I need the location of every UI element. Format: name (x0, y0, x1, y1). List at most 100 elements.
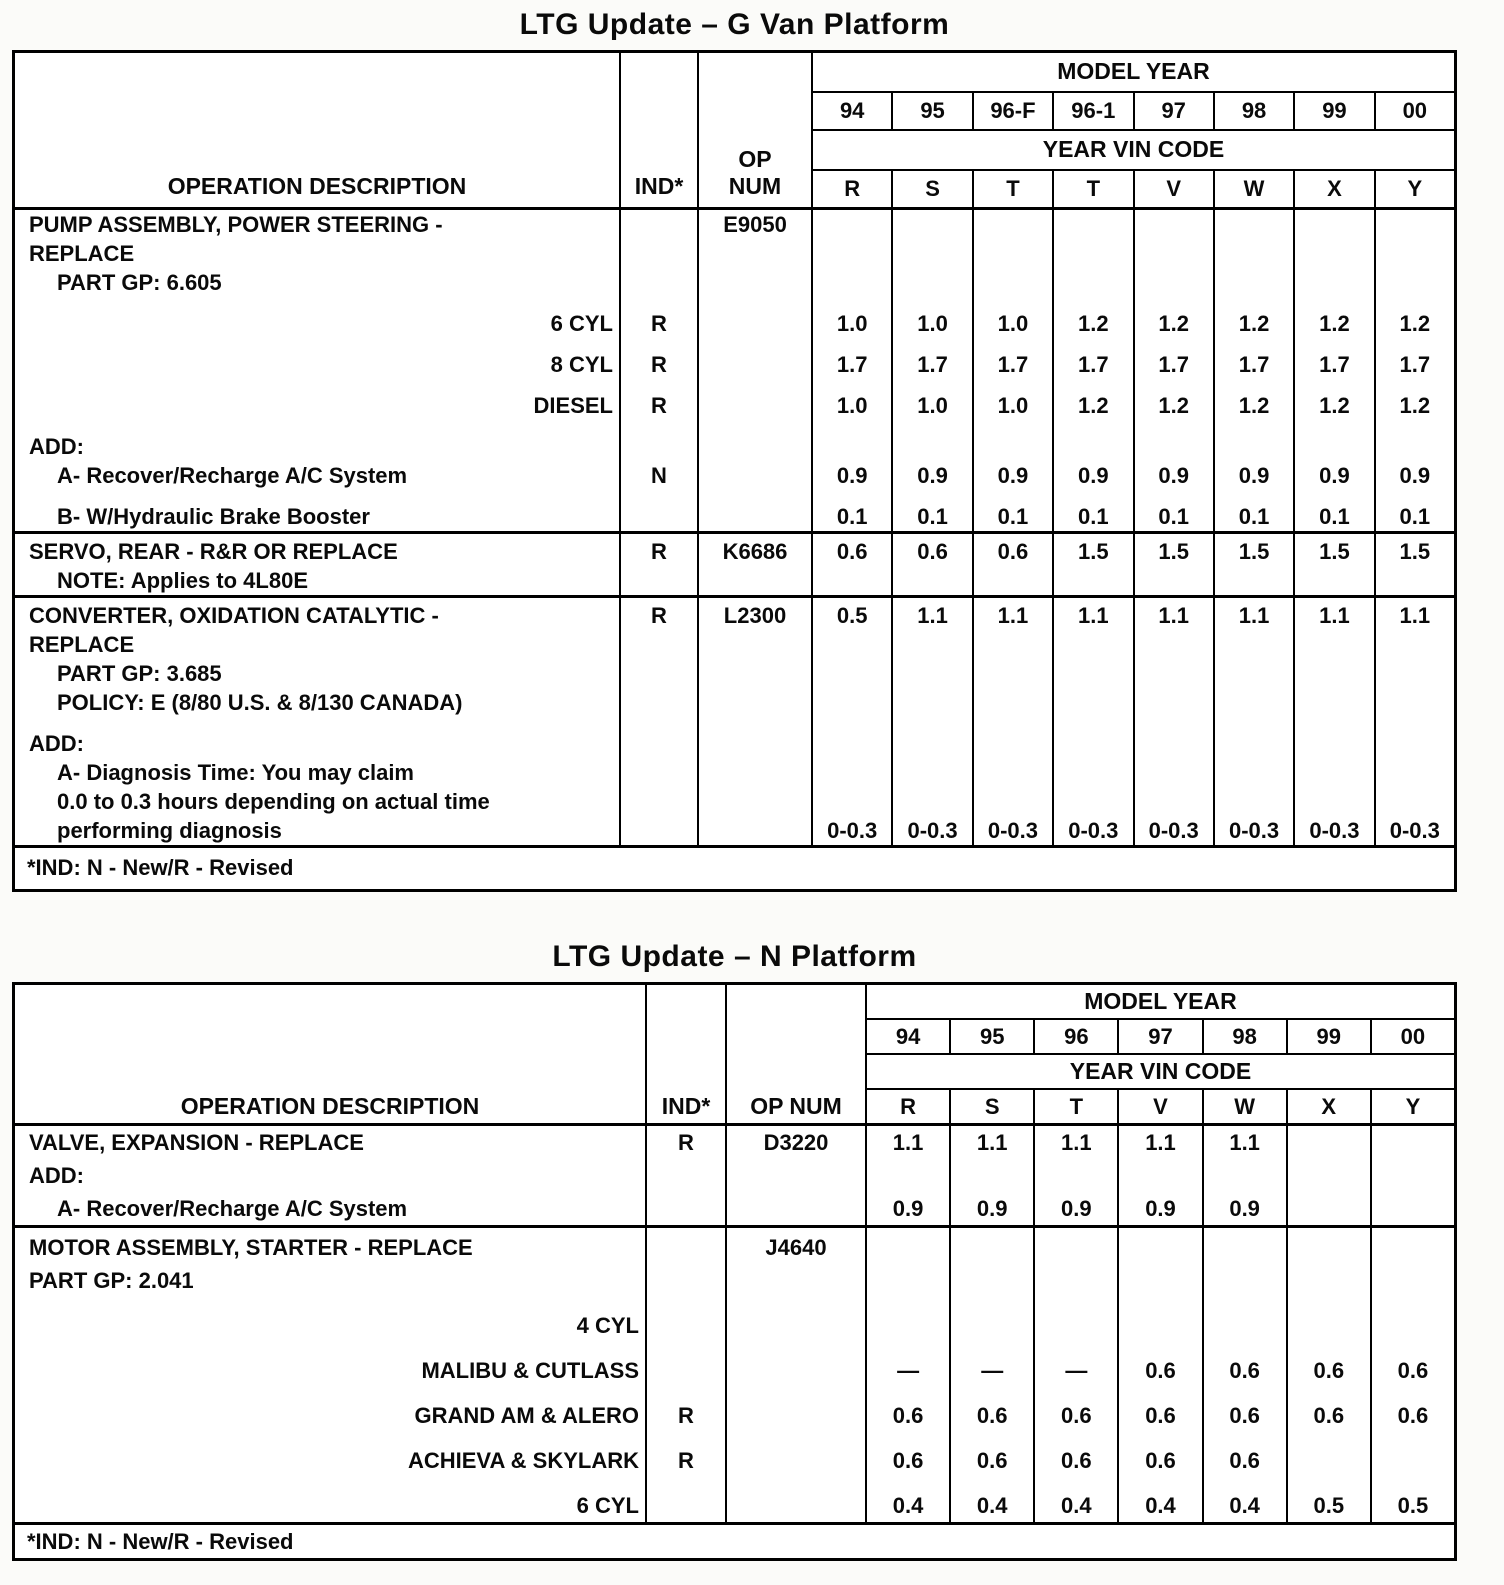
year-header-cell: 99 (1285, 1020, 1370, 1055)
ind-cell (645, 1225, 725, 1264)
vin-header-cell: S (891, 171, 972, 210)
value-cell (1293, 717, 1373, 758)
ind-cell (645, 1477, 725, 1522)
value-cell (1373, 420, 1454, 461)
value-cell: 0.9 (811, 461, 891, 490)
value-cell (1201, 1225, 1286, 1264)
value-cell (1285, 1297, 1370, 1342)
op-num-cell (725, 1477, 865, 1522)
vin-header-cell: V (1117, 1090, 1202, 1126)
op-description-cell: performing diagnosis (57, 818, 282, 843)
value-cell: 0.4 (949, 1477, 1033, 1522)
op-description-cell: CONVERTER, OXIDATION CATALYTIC - (15, 595, 619, 630)
op-description-cell: B- W/Hydraulic Brake Booster (57, 504, 370, 529)
ind-cell: R (645, 1432, 725, 1477)
year-header-cell: 94 (865, 1020, 950, 1055)
op-num-cell (725, 1192, 865, 1225)
value-cell: 1.1 (949, 1126, 1033, 1159)
value-cell (865, 1159, 949, 1192)
value-cell (1132, 758, 1213, 787)
value-cell (811, 659, 891, 688)
value-cell (1117, 1297, 1201, 1342)
value-cell (1212, 717, 1293, 758)
value-cell (1369, 1264, 1454, 1297)
value-cell (1033, 1264, 1117, 1297)
ind-legend: *IND: N - New/R - Revised (15, 845, 1454, 889)
op-num-cell (697, 630, 811, 659)
value-cell: 1.1 (891, 595, 972, 630)
value-cell (891, 758, 971, 787)
value-cell: 1.1 (1052, 595, 1133, 630)
vin-header-cell: W (1201, 1090, 1286, 1126)
value-cell: 0.4 (1117, 1477, 1201, 1522)
value-cell: 1.5 (1212, 531, 1294, 566)
value-cell (1212, 239, 1293, 268)
value-cell (811, 688, 891, 717)
value-cell (811, 758, 891, 787)
value-cell: 1.7 (891, 338, 971, 379)
value-cell (949, 1159, 1033, 1192)
value-cell: 1.7 (811, 338, 891, 379)
vin-header-cell: X (1293, 171, 1374, 210)
value-cell: 0.6 (811, 531, 892, 566)
op-num-cell (725, 1297, 865, 1342)
value-cell (1117, 1225, 1202, 1264)
value-cell: 0.1 (1293, 490, 1373, 531)
value-cell: 0.5 (1285, 1477, 1370, 1522)
ind-cell (619, 566, 697, 595)
op-description-cell: A- Recover/Recharge A/C System (57, 1196, 408, 1221)
value-cell (1293, 787, 1373, 816)
value-cell: 0.6 (891, 531, 972, 566)
value-cell (1132, 717, 1213, 758)
value-cell (891, 210, 971, 239)
op-num-cell (697, 490, 811, 531)
op-num-cell: J4640 (725, 1225, 865, 1264)
value-cell: 1.2 (1052, 297, 1132, 338)
value-cell (891, 420, 971, 461)
ind-cell (619, 630, 697, 659)
value-cell: 0.6 (1369, 1387, 1454, 1432)
value-cell: 1.1 (865, 1126, 949, 1159)
value-cell (1285, 1432, 1370, 1477)
op-num-header-line: NUM (728, 173, 782, 199)
value-cell (865, 1264, 949, 1297)
vin-header-cell: W (1212, 171, 1294, 210)
op-num-cell (697, 816, 811, 845)
value-cell (1373, 717, 1454, 758)
value-cell (1293, 630, 1373, 659)
value-cell (1212, 758, 1293, 787)
value-cell: 0.9 (1033, 1192, 1117, 1225)
g-van-table-title: LTG Update – G Van Platform (519, 8, 950, 41)
value-cell: 0.9 (891, 461, 971, 490)
value-cell (1373, 566, 1454, 595)
ind-cell: R (645, 1387, 725, 1432)
op-num-cell (725, 1264, 865, 1297)
op-description-cell: PART GP: 6.605 (57, 270, 222, 295)
value-cell (971, 210, 1052, 239)
value-cell: 0.9 (1132, 461, 1213, 490)
value-cell (1373, 758, 1454, 787)
value-cell: 1.2 (1293, 379, 1373, 420)
ind-cell: R (619, 338, 697, 379)
op-description-cell: ADD: (29, 434, 84, 459)
value-cell (811, 268, 891, 297)
ind-cell (619, 717, 697, 758)
value-cell (811, 630, 891, 659)
value-cell: 0.1 (1052, 490, 1132, 531)
value-cell (1033, 1297, 1117, 1342)
vin-header-cell: V (1132, 171, 1213, 210)
op-num-cell (697, 297, 811, 338)
op-num-header-line: OP (738, 146, 772, 172)
value-cell (971, 268, 1052, 297)
op-description-header: OPERATION DESCRIPTION (15, 53, 619, 210)
value-cell (1369, 1297, 1454, 1342)
value-cell: 0.6 (971, 531, 1053, 566)
value-cell (891, 630, 971, 659)
value-cell (1293, 210, 1373, 239)
ind-cell (619, 210, 697, 239)
op-num-cell: K6686 (697, 531, 811, 566)
value-cell: 0-0.3 (811, 816, 891, 845)
op-description-cell: ADD: (29, 731, 84, 756)
op-num-header: OP NUM (725, 985, 865, 1126)
op-num-cell (697, 379, 811, 420)
